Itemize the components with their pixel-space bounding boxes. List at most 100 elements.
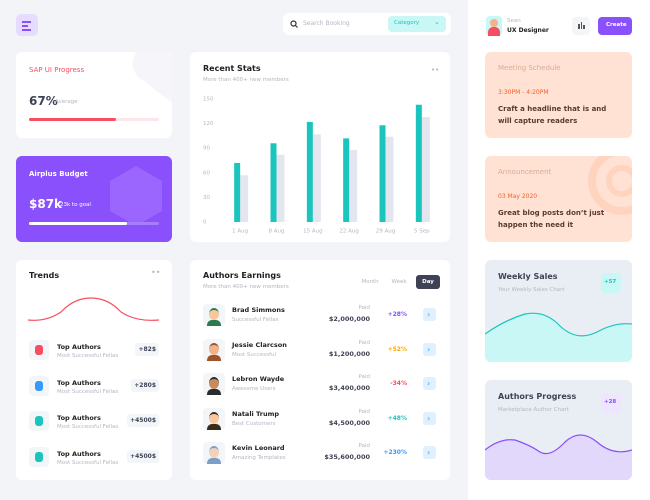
announcement-date: 03 May 2020 [498,193,538,200]
change: +230% [383,449,407,456]
item-subtitle: Most Successful Fellas [57,459,119,466]
author-name: Jessie Clarcson [232,340,287,349]
amount: $2,000,000 [328,315,370,323]
arrow-button[interactable]: › [423,308,436,321]
y-tick-label: 30 [203,195,210,201]
arrow-button[interactable]: › [423,377,436,390]
search-placeholder: Search Booking [303,20,350,27]
author-avatar [203,304,225,326]
icon-glyph [35,451,43,462]
item-icon [29,340,49,360]
author-avatar [203,407,225,430]
author-name: Kevin Leonard [232,444,285,452]
bar [421,117,430,222]
y-tick-label: 0 [203,220,207,226]
card-title: Announcement [498,168,552,176]
meeting-time: 3:30PM - 4:20PM [498,89,549,96]
item-value-badge: +82$ [135,343,159,356]
icon-glyph [35,380,43,391]
stats-button[interactable] [572,17,590,35]
amount: $35,600,000 [324,453,370,461]
menu-dots[interactable]: •• [151,268,161,277]
card-subtitle: More than 400+ new members [203,284,289,290]
menu-dots[interactable]: •• [431,66,440,74]
change: -34% [390,380,407,387]
item-icon [29,375,49,396]
y-tick-label: 90 [203,146,210,152]
amount: $1,200,000 [328,349,370,358]
card-title: SAP UI Progress [29,66,85,74]
change: +48% [387,414,407,422]
amount: $4,500,000 [328,418,370,427]
x-tick-label: 22 Aug [339,229,359,235]
author-name: Lebron Wayde [232,375,285,383]
card-title: Recent Stats [203,64,261,73]
x-tick-label: 5 Sep [414,229,430,235]
progress-track [29,118,159,121]
tab[interactable]: Month [361,279,379,285]
arrow-button[interactable]: › [423,342,436,356]
item-title: Top Authors [57,414,101,422]
item-value-badge: +4500$ [127,449,159,463]
x-tick-label: 8 Aug [269,229,285,235]
bar [385,136,394,222]
card-subtitle: Marketplace Author Chart [498,407,569,413]
avatar-body [207,458,221,464]
card-title: Authors Earnings [203,271,281,280]
item-icon [29,446,49,467]
y-tick-label: 60 [203,170,210,176]
author-name: Brad Simmons [232,306,285,314]
item-icon [29,411,49,431]
arrow-icon: › [427,310,431,319]
badge-label: +57 [604,279,617,285]
tab[interactable]: Day [416,275,440,289]
tab[interactable]: Week [391,279,407,285]
item-value-badge: +280$ [131,378,159,392]
avatar-body [207,389,221,395]
bar [312,134,321,222]
meeting-card: Meeting Schedule 3:30PM - 4:20PM Craft a… [485,52,632,138]
author-subtitle: Amazing Templates [232,455,286,461]
x-tick-label: 1 Aug [232,229,248,235]
user-avatar[interactable] [486,16,502,36]
category-select[interactable]: Category ⌄ [388,16,446,32]
item-subtitle: Most Successful Fellas [57,388,119,395]
bar [234,162,241,222]
bar [306,121,313,222]
status: Paid [358,443,370,449]
logo[interactable] [16,14,38,36]
bar [379,125,386,222]
card-title: Authors Progress [498,392,577,401]
progress-caption: Average [55,99,78,105]
status: Paid [358,408,370,415]
arrow-button[interactable]: › [423,446,436,459]
progress-wave [485,434,632,480]
card-title: Airplus Budget [29,170,88,178]
arrow-icon: › [427,344,431,354]
budget-caption: 23k to goal [60,202,91,208]
badge-label: +28 [604,399,617,405]
button-label: Create [606,22,627,28]
category-label: Category [394,20,420,26]
card-subtitle: Your Weekly Sales Chart [498,287,565,293]
author-avatar [203,442,225,464]
badge: +57 [601,273,621,293]
search-box[interactable]: Search Booking Category ⌄ [283,13,451,35]
bar [349,149,358,222]
budget-amount: $87k [29,197,63,211]
author-subtitle: Awesome Users [232,386,276,392]
y-tick-label: 150 [203,97,214,103]
y-tick-label: 120 [203,121,214,127]
icon-glyph [35,416,43,426]
announcement-text: Great blog posts don’t just happen the n… [498,209,605,229]
bar [415,104,422,222]
author-avatar [203,338,225,361]
x-tick-label: 15 Aug [303,229,323,235]
bar [240,175,249,222]
author-subtitle: Successful Fellas [232,317,279,323]
arrow-button[interactable]: › [423,411,436,425]
author-subtitle: Most Successful [232,351,276,358]
create-button[interactable]: Create [598,17,632,35]
amount: $3,400,000 [328,384,370,392]
